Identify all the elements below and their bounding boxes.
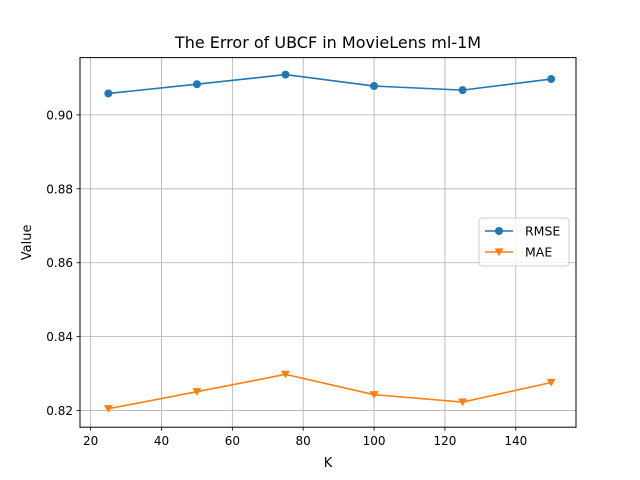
legend-item-mae: MAE [485, 245, 552, 260]
data-point-rmse [104, 89, 113, 98]
data-point-rmse [458, 86, 467, 95]
series-layer [103, 70, 556, 413]
legend-item-rmse: RMSE [485, 224, 560, 239]
y-axis-label: Value [20, 225, 35, 261]
data-point-rmse [192, 80, 201, 89]
data-point-mae [546, 378, 556, 387]
data-point-mae [280, 370, 290, 379]
data-point-rmse [281, 70, 290, 79]
x-tick-label: 60 [225, 434, 240, 448]
series-rmse [104, 70, 556, 98]
data-point-rmse [370, 82, 379, 91]
data-point-mae [192, 388, 202, 396]
y-tick-label: 0.84 [46, 330, 73, 344]
y-tick-label: 0.82 [46, 404, 73, 418]
data-point-mae [103, 405, 113, 413]
x-axis-label: K [324, 456, 333, 471]
x-tick-label: 40 [154, 434, 169, 448]
x-tick-label: 80 [296, 434, 311, 448]
legend-label: MAE [525, 245, 552, 260]
data-point-mae [458, 398, 468, 407]
series-mae [103, 370, 556, 413]
y-tick-label: 0.90 [46, 108, 73, 122]
series-line-rmse [108, 73, 552, 95]
legend-marker [494, 248, 504, 257]
legend-label: RMSE [525, 224, 560, 239]
x-tick-label: 100 [363, 434, 386, 448]
x-tick-label: 120 [433, 434, 456, 448]
series-line-mae [108, 373, 552, 410]
y-tick-label: 0.88 [46, 182, 73, 196]
legend-marker [495, 227, 503, 235]
chart-title: The Error of UBCF in MovieLens ml-1M [174, 33, 481, 52]
tick-layer: 20 40 60 80 100 120 140 0.82 0.84 0.86 0.88 0.90 [46, 108, 527, 448]
data-point-rmse [547, 75, 556, 84]
x-tick-label: 20 [83, 434, 98, 448]
y-tick-label: 0.86 [46, 256, 73, 270]
axes-frame [79, 57, 577, 428]
data-point-mae [369, 391, 379, 399]
legend: RMSE MAE [478, 217, 570, 267]
x-tick-label: 140 [504, 434, 527, 448]
